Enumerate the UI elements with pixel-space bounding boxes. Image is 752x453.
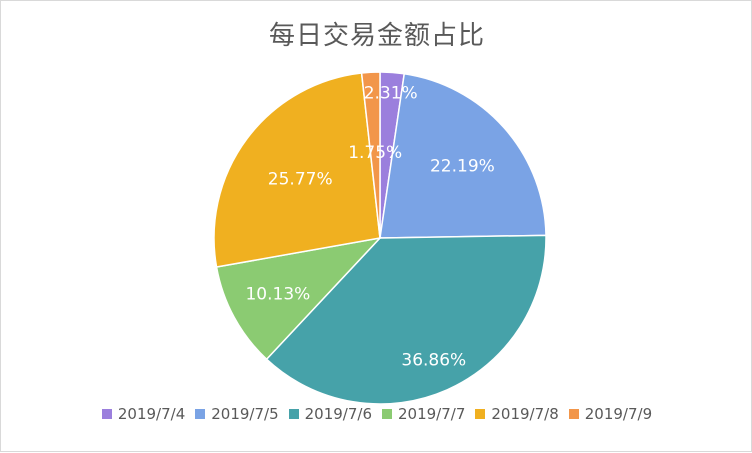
legend-item: 2019/7/4 <box>101 405 186 423</box>
legend-item: 2019/7/9 <box>568 405 653 423</box>
slice-data-label: 36.86% <box>401 350 466 370</box>
slice-data-label: 1.75% <box>348 143 402 163</box>
slice-data-label: 25.77% <box>268 169 333 189</box>
legend-item: 2019/7/8 <box>475 405 559 423</box>
chart-title: 每日交易金额占比 <box>268 21 485 51</box>
slice-data-label: 2.31% <box>364 83 418 103</box>
slice-data-label: 10.13% <box>245 284 310 304</box>
pie-slice-2019/7/8 <box>213 72 381 268</box>
legend-item: 2019/7/7 <box>382 405 465 423</box>
legend-swatch <box>101 409 112 419</box>
legend-item: 2019/7/5 <box>195 405 279 423</box>
pie-slice-2019/7/5 <box>379 72 547 239</box>
pie-slice-2019/7/6 <box>265 234 547 405</box>
legend-label: 2019/7/6 <box>304 405 372 423</box>
legend-label: 2019/7/5 <box>211 405 279 423</box>
pie-slice-2019/7/7 <box>215 236 383 361</box>
legend-label: 2019/7/4 <box>117 405 186 423</box>
legend-label: 2019/7/8 <box>491 405 559 423</box>
legend-item: 2019/7/6 <box>288 405 372 423</box>
legend-swatch <box>475 409 486 419</box>
legend-label: 2019/7/7 <box>398 405 466 423</box>
legend-swatch <box>382 409 392 419</box>
legend-label: 2019/7/9 <box>584 405 653 423</box>
pie-slice-2019/7/9 <box>360 71 381 239</box>
legend-swatch <box>568 409 579 419</box>
legend-swatch <box>195 409 206 419</box>
slice-data-label: 22.19% <box>430 157 495 177</box>
legend-swatch <box>288 409 299 419</box>
legend: 2019/7/4 2019/7/5 2019/7/6 2019/7/7 2019… <box>1 405 752 423</box>
